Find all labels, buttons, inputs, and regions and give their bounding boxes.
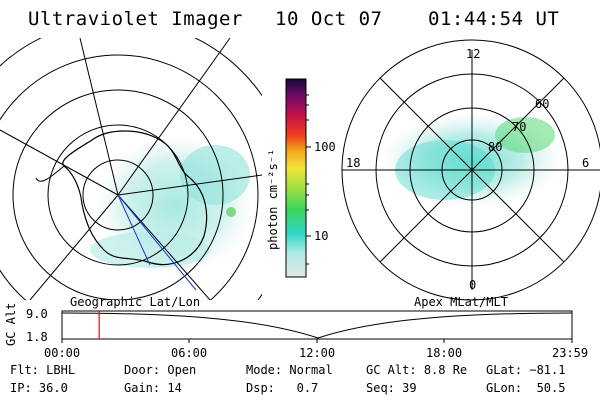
- status-seq: Seq: 39: [366, 381, 417, 395]
- aurora-green-spot: [226, 207, 236, 217]
- status-mode: Mode: Normal: [246, 363, 333, 377]
- longitude-lines: [0, 38, 262, 300]
- gc-alt-xtick-0000: 00:00: [44, 346, 81, 360]
- time-label: 01:44:54 UT: [428, 8, 560, 30]
- colorbar-ticks: [306, 94, 311, 265]
- gc-alt-xtick-1800: 18:00: [426, 346, 463, 360]
- mlat-label-80: 80: [488, 140, 503, 154]
- colorbar-tick-100: 100: [314, 140, 336, 154]
- status-gc-alt-value: 8.8 Re: [423, 363, 468, 377]
- magnetic-map-label: Apex MLat/MLT: [414, 295, 508, 309]
- date-label: 10 Oct 07: [275, 8, 383, 30]
- status-gain-value: 14: [167, 381, 182, 395]
- colorbar-tick-10: 10: [314, 229, 329, 243]
- mlt-lines: [342, 50, 600, 290]
- mlt-label-18: 18: [346, 156, 361, 170]
- status-glat: GLat: −81.1: [486, 363, 566, 377]
- status-glon: GLon: 50.5: [486, 381, 566, 395]
- gc-alt-ytick-1-8: 1.8: [26, 330, 48, 344]
- status-glon-value: 50.5: [536, 381, 566, 395]
- gc-alt-ylabel: GC Alt: [4, 302, 18, 346]
- status-door-value: Open: [167, 363, 197, 377]
- gc-alt-xtick-0600: 06:00: [171, 346, 208, 360]
- gc-alt-plot-frame: [61, 310, 573, 340]
- status-dsp-value: 0.7: [296, 381, 319, 395]
- mlt-label-6: 6: [582, 156, 590, 170]
- status-glat-value: −81.1: [529, 363, 566, 377]
- gc-alt-xtick-2359: 23:59: [552, 346, 589, 360]
- geographic-map-label: Geographic Lat/Lon: [70, 295, 201, 309]
- status-filter-value: LBHL: [46, 363, 76, 377]
- gc-alt-ytick-9: 9.0: [26, 307, 48, 321]
- latitude-circles: [0, 38, 262, 300]
- status-filter: Flt: LBHL: [10, 363, 76, 377]
- gc-alt-curve: [61, 312, 573, 339]
- magnetic-reference-lines: [117, 194, 197, 291]
- status-ip: IP: 36.0: [10, 381, 68, 395]
- mlt-label-0: 0: [469, 278, 477, 292]
- status-seq-value: 39: [402, 381, 417, 395]
- status-mode-value: Normal: [289, 363, 333, 377]
- mlat-label-60: 60: [535, 97, 550, 111]
- status-door: Door: Open: [124, 363, 197, 377]
- geographic-map: [0, 38, 262, 300]
- status-dsp: Dsp: 0.7: [246, 381, 319, 395]
- magnetic-polar-plot: [341, 39, 600, 301]
- mlat-label-70: 70: [512, 120, 527, 134]
- colorbar-unit-label: photon cm⁻²s⁻¹: [266, 148, 280, 250]
- gc-alt-xtick-1200: 12:00: [299, 346, 336, 360]
- colorbar: [285, 78, 307, 278]
- mlt-label-12: 12: [466, 47, 481, 61]
- app-title: Ultraviolet Imager: [28, 8, 243, 30]
- status-ip-value: 36.0: [38, 381, 68, 395]
- status-gc-alt: GC Alt: 8.8 Re: [366, 363, 468, 377]
- gc-alt-xticks: [61, 339, 573, 343]
- status-gain: Gain: 14: [124, 381, 182, 395]
